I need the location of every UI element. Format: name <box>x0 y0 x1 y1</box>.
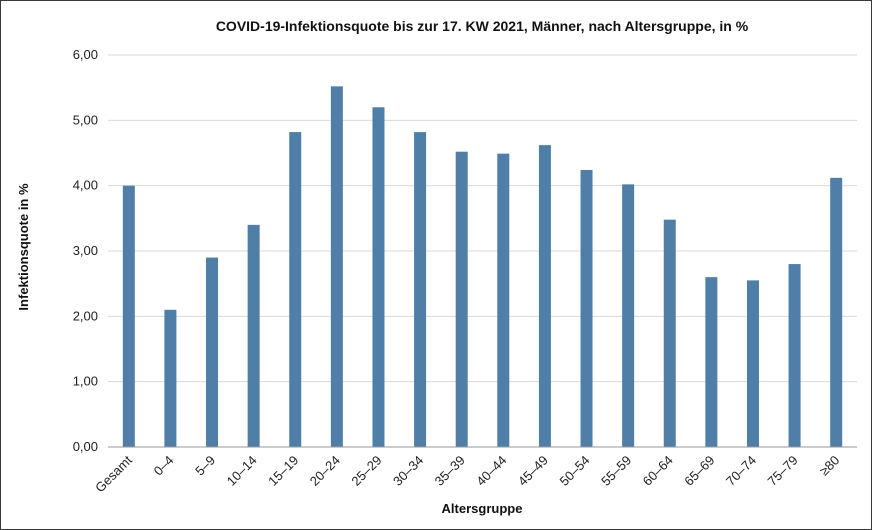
gridlines <box>108 54 857 383</box>
bar <box>788 264 801 447</box>
bar <box>455 151 468 447</box>
y-axis-label: Infektionsquote in % <box>16 183 31 311</box>
x-tick-label: 10–14 <box>224 453 260 489</box>
bar <box>372 107 385 448</box>
x-tick-label: 25–29 <box>348 453 384 489</box>
bar <box>330 86 343 448</box>
y-tick-label: 5,00 <box>73 112 98 127</box>
x-tick-label: 35–39 <box>432 453 468 489</box>
x-tick-label: 20–24 <box>307 453 343 489</box>
x-tick-label: 45–49 <box>515 453 551 489</box>
x-tick-label: 30–34 <box>390 453 426 489</box>
y-tick-label: 6,00 <box>73 47 98 62</box>
bar <box>122 185 135 447</box>
bar <box>164 309 177 447</box>
bar <box>538 145 551 447</box>
x-tick-label: 60–64 <box>640 453 676 489</box>
bar <box>414 132 427 448</box>
bar <box>206 257 219 447</box>
bar <box>705 277 718 447</box>
x-axis-ticks: Gesamt 0–4 5–9 10–14 15–19 20–24 25–29 30–34 35–… <box>92 452 842 495</box>
x-tick-label: ≥80 <box>816 453 842 479</box>
x-axis-label: Altersgruppe <box>442 501 523 516</box>
bar <box>580 169 593 447</box>
y-tick-label: 0,00 <box>73 439 98 454</box>
x-tick-label: 40–44 <box>473 453 509 489</box>
y-tick-label: 1,00 <box>73 374 98 389</box>
bar <box>830 177 843 447</box>
y-tick-label: 3,00 <box>73 243 98 258</box>
y-tick-label: 2,00 <box>73 308 98 323</box>
x-tick-label: 0–4 <box>151 453 177 479</box>
x-tick-label: 75–79 <box>765 453 801 489</box>
y-tick-label: 4,00 <box>73 178 98 193</box>
x-tick-label: 70–74 <box>723 453 759 489</box>
x-tick-label: 5–9 <box>192 453 218 479</box>
y-axis-ticks: 0,00 1,00 2,00 3,00 4,00 5,00 6,00 <box>73 47 98 454</box>
chart-title: COVID-19-Infektionsquote bis zur 17. KW … <box>216 18 749 34</box>
x-tick-label: 55–59 <box>598 453 634 489</box>
x-tick-label: 15–19 <box>265 453 301 489</box>
bar <box>247 224 260 447</box>
x-tick-label: 50–54 <box>556 453 592 489</box>
bar <box>289 132 302 448</box>
bars <box>122 86 843 448</box>
bar <box>746 280 759 447</box>
bar <box>663 219 676 447</box>
bar <box>497 153 510 448</box>
x-tick-label: Gesamt <box>92 452 135 495</box>
x-tick-label: 65–69 <box>681 453 717 489</box>
bar <box>622 184 635 448</box>
